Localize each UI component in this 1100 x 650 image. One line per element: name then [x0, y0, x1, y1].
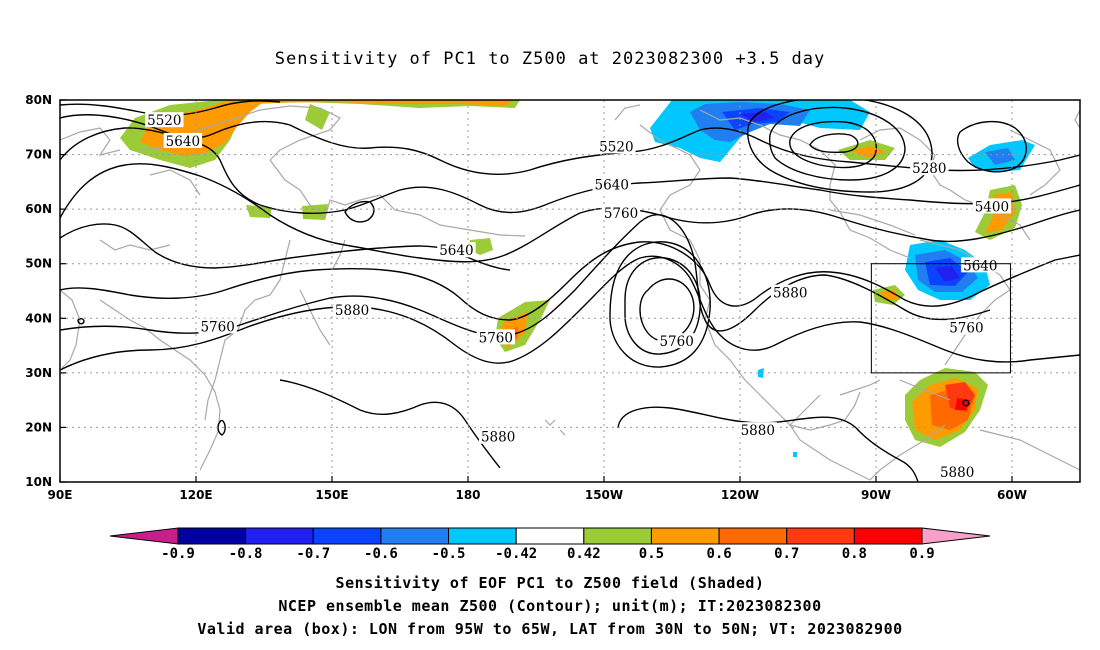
- contour-label-bg: [597, 138, 636, 154]
- colorbar-label: 0.5: [639, 546, 664, 562]
- colorbar: -0.9 -0.8 -0.7 -0.6 -0.5 -0.42 0.42 0.5 0.6 0.7 0.…: [109, 527, 991, 562]
- map-title: Sensitivity of PC1 to Z500 at 2023082300…: [274, 49, 826, 69]
- contour-label: 5520: [147, 113, 181, 129]
- contour-label-bg: [937, 464, 977, 480]
- contour-label-bg: [910, 160, 949, 176]
- map-frame: [59, 99, 1081, 483]
- colorbar-cell: [853, 527, 923, 545]
- colorbar-label: 0.6: [706, 546, 731, 562]
- colorbar-label: -0.5: [432, 546, 466, 562]
- colorbar-label: 0.9: [909, 546, 934, 562]
- colorbar-cell: [786, 527, 855, 545]
- lat-label-10n: 10N: [25, 475, 52, 489]
- colorbar-label: -0.42: [495, 546, 537, 562]
- colorbar-label: -0.7: [296, 546, 330, 562]
- valid-area-box: [870, 263, 1011, 374]
- contour-label-bg: [476, 329, 516, 345]
- contour-label: 5760: [479, 330, 513, 346]
- contour-label-bg: [947, 319, 986, 335]
- contour-label-bg: [198, 318, 237, 334]
- contour-label: 5760: [659, 334, 693, 350]
- lon-label-60w: 60W: [997, 488, 1027, 502]
- contour-label-bg: [478, 428, 518, 444]
- contour-label: 5880: [335, 303, 369, 319]
- lat-label-30n: 30N: [25, 366, 52, 380]
- contour-label-bg: [972, 198, 1012, 214]
- colorbar-label: -0.9: [161, 546, 195, 562]
- lat-label-40n: 40N: [25, 311, 52, 325]
- colorbar-label: 0.7: [774, 546, 799, 562]
- caption-valid-area: Valid area (box): LON from 95W to 65W, L…: [197, 620, 903, 638]
- contour-label: 5520: [599, 139, 633, 155]
- caption-contour: NCEP ensemble mean Z500 (Contour); unit(…: [278, 597, 822, 615]
- contour-label-bg: [163, 132, 203, 148]
- colorbar-label: 0.8: [842, 546, 867, 562]
- z500-contours: [60, 100, 1080, 482]
- colorbar-cell: [515, 527, 585, 545]
- colorbar-cell: [312, 527, 382, 545]
- colorbar-low-arrow: [109, 527, 179, 545]
- contour-labels: 5520 5640 5520 5280 5640 5760 5400 5640 5640 5880…: [145, 112, 1012, 481]
- contour-label: 5880: [741, 423, 775, 439]
- colorbar-cell: [650, 527, 720, 545]
- contour-label-bg: [592, 176, 631, 192]
- contour-label-bg: [601, 204, 641, 220]
- contour-label: 5880: [773, 286, 807, 302]
- contour-label: 5760: [604, 206, 638, 222]
- contour-label: 5280: [912, 161, 946, 177]
- lon-label-180: 180: [455, 488, 480, 502]
- contour-label: 5640: [166, 134, 200, 150]
- contour-label: 5400: [975, 199, 1009, 215]
- axis-ticks: [59, 99, 1013, 483]
- contour-label-bg: [657, 333, 696, 349]
- contour-label-bg: [437, 242, 476, 258]
- lon-label-120w: 120W: [721, 488, 759, 502]
- lat-label-60n: 60N: [25, 202, 52, 216]
- contour-label-bg: [145, 112, 184, 128]
- colorbar-cell: [177, 527, 247, 545]
- contour-label: 5880: [481, 430, 515, 446]
- sensitivity-shading: [120, 100, 1035, 457]
- colorbar-label: -0.8: [229, 546, 263, 562]
- colorbar-cell: [380, 527, 450, 545]
- lat-label-80n: 80N: [25, 93, 52, 107]
- contour-label: 5760: [200, 319, 234, 335]
- lon-label-150e: 150E: [315, 488, 348, 502]
- latitude-labels: 80N 70N 60N 50N 40N 30N 20N 10N: [25, 93, 52, 489]
- contour-label-bg: [961, 257, 1000, 273]
- lon-label-150w: 150W: [585, 488, 623, 502]
- contour-label: 5640: [595, 178, 629, 194]
- colorbar-label: -0.6: [364, 546, 398, 562]
- colorbar-high-arrow: [921, 527, 991, 545]
- contour-label: 5880: [940, 465, 974, 481]
- colorbar-cell: [448, 527, 517, 545]
- lon-label-90e: 90E: [48, 488, 73, 502]
- caption-shading: Sensitivity of EOF PC1 to Z500 field (Sh…: [335, 574, 765, 592]
- longitude-labels: 90E 120E 150E 180 150W 120W 90W 60W: [48, 488, 1027, 502]
- contour-label-bg: [332, 302, 372, 318]
- contour-label-bg: [738, 422, 777, 438]
- graticule: [60, 100, 1080, 482]
- lat-label-20n: 20N: [25, 420, 52, 434]
- contour-label-bg: [771, 284, 810, 300]
- valid-area-rectangle: [870, 263, 1011, 374]
- colorbar-cell: [245, 527, 314, 545]
- lat-label-70n: 70N: [25, 148, 52, 162]
- contour-label: 5760: [949, 321, 983, 337]
- colorbar-label: 0.42: [567, 546, 601, 562]
- lon-label-120e: 120E: [179, 488, 212, 502]
- contour-label: 5640: [963, 258, 997, 274]
- colorbar-cell: [583, 527, 652, 545]
- colorbar-cell: [718, 527, 788, 545]
- lat-label-50n: 50N: [25, 257, 52, 271]
- lon-label-90w: 90W: [861, 488, 891, 502]
- contour-label: 5640: [439, 243, 473, 259]
